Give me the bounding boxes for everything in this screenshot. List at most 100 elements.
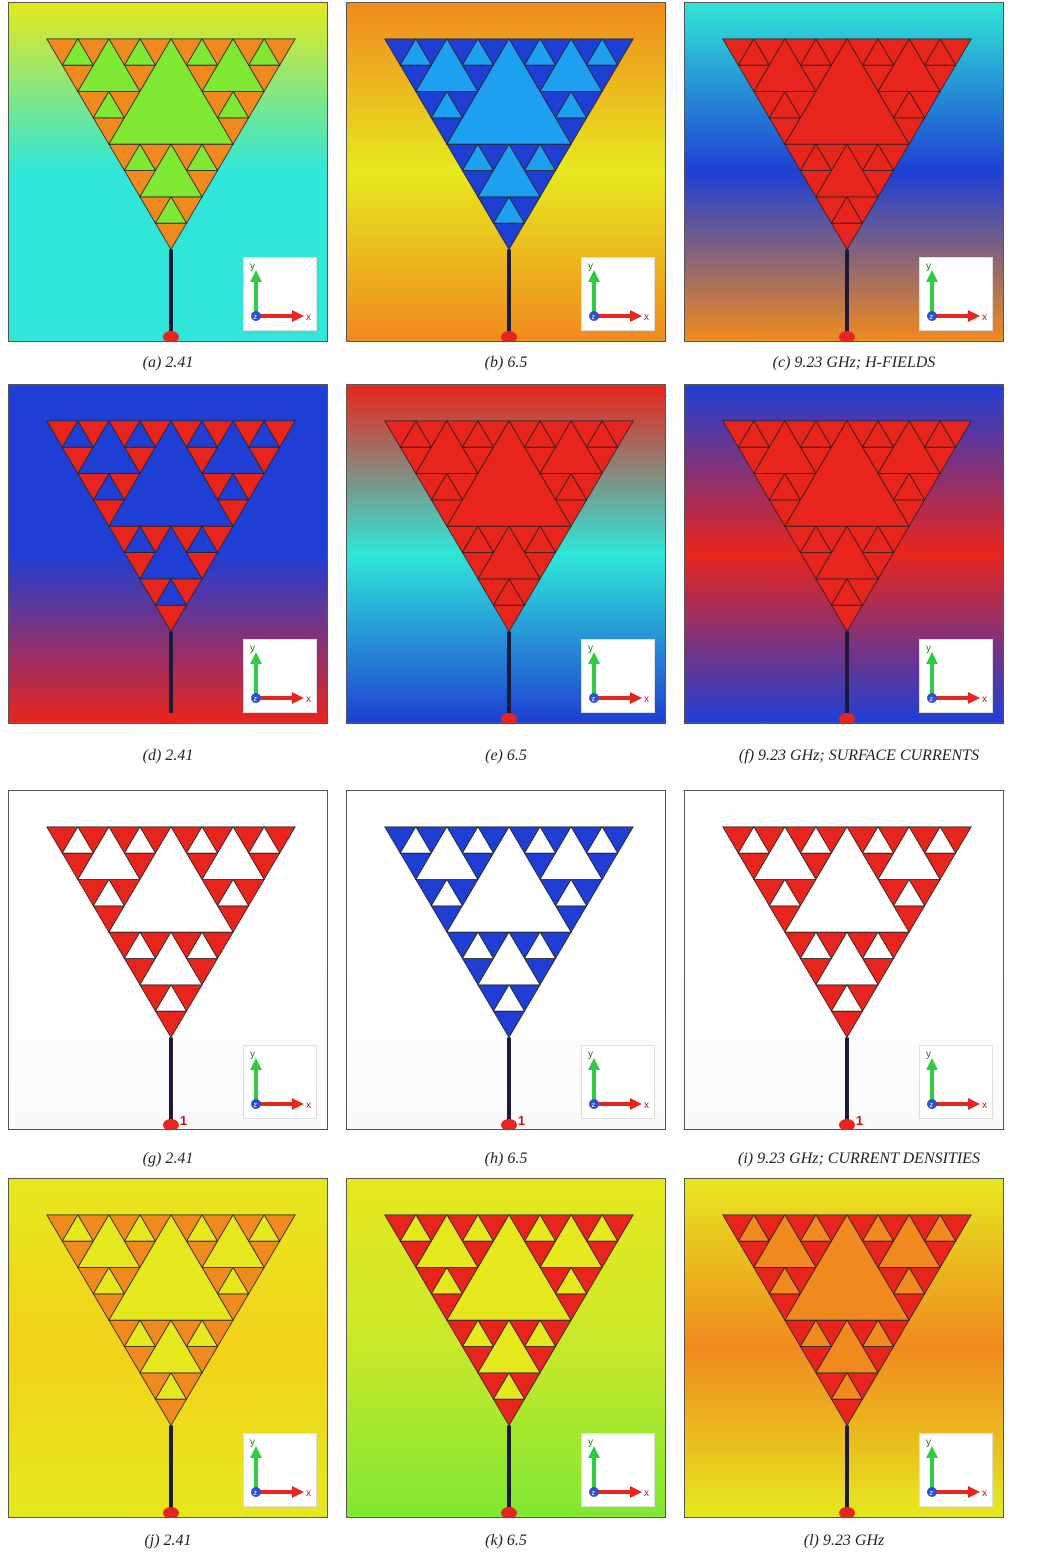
feed-line (844, 1037, 849, 1123)
caption-l: (l) 9.23 GHz (803, 1532, 885, 1549)
fractal-hole (892, 878, 926, 907)
fractal-hole (123, 826, 157, 854)
coordinate-axis-widget: y x z (919, 1433, 993, 1507)
fractal-hole (154, 1372, 188, 1400)
panel-h: 1 y x z (346, 790, 666, 1130)
fractal-hole (154, 578, 188, 606)
fractal-hole (201, 38, 265, 92)
port-label: 1 (856, 1113, 863, 1128)
axis-label-x: x (644, 312, 649, 323)
caption-h: (h) 6.5 (484, 1150, 528, 1167)
caption-k: (k) 6.5 (485, 1532, 527, 1549)
axis-label-y: y (588, 1437, 593, 1448)
feed-line (168, 1037, 173, 1123)
fractal-hole (201, 826, 265, 880)
axis-label-z: z (930, 314, 934, 321)
fractal-hole (108, 38, 234, 145)
fractal-hole (799, 525, 833, 553)
fractal-hole (461, 931, 495, 959)
fractal-hole (92, 1266, 126, 1295)
axis-label-x: x (306, 312, 311, 323)
fractal-hole (554, 90, 588, 119)
fractal-hole (461, 1214, 495, 1242)
fractal-hole (877, 826, 941, 880)
caption-c: (c) 9.23 GHz; H-FIELDS (772, 354, 936, 371)
sierpinski-antenna (722, 38, 972, 251)
fractal-hole (446, 420, 572, 527)
axis-label-y: y (926, 643, 931, 654)
axis-label-z: z (930, 696, 934, 703)
fractal-hole (877, 1214, 941, 1268)
panel-c: y x z (684, 2, 1004, 342)
fractal-hole (399, 1214, 433, 1242)
fractal-hole (799, 826, 833, 854)
fractal-hole (784, 1214, 910, 1321)
sierpinski-antenna (384, 1214, 634, 1427)
fractal-hole (399, 826, 433, 854)
sierpinski-antenna (384, 420, 634, 633)
field-plot (347, 1179, 665, 1517)
fractal-hole (539, 826, 603, 880)
feed-line (844, 1425, 849, 1511)
axis-label-y: y (926, 261, 931, 272)
fractal-hole (123, 38, 157, 66)
fractal-hole (737, 826, 771, 854)
axis-label-z: z (254, 1102, 258, 1109)
fractal-hole (768, 878, 802, 907)
fractal-hole (768, 90, 802, 119)
fractal-hole (861, 525, 895, 553)
fractal-hole (201, 1214, 265, 1268)
fractal-hole (861, 826, 895, 854)
fractal-hole (185, 38, 219, 66)
fractal-hole (768, 472, 802, 501)
axis-label-z: z (592, 696, 596, 703)
fractal-hole (108, 1214, 234, 1321)
fractal-hole (461, 420, 495, 448)
caption-b: (b) 6.5 (484, 354, 528, 371)
panel-e: y x z (346, 384, 666, 724)
fractal-hole (539, 38, 603, 92)
axis-label-z: z (930, 1102, 934, 1109)
feed-line (168, 1425, 173, 1511)
axis-label-z: z (254, 1490, 258, 1497)
axis-triad-icon: y x z (250, 643, 311, 705)
axis-triad-icon: y x z (926, 1437, 987, 1499)
fractal-hole (247, 826, 281, 854)
axis-label-z: z (592, 1102, 596, 1109)
axis-triad-icon: y x z (250, 1437, 311, 1499)
axis-label-x: x (306, 694, 311, 705)
axis-label-x: x (644, 694, 649, 705)
port-marker (839, 331, 855, 341)
fractal-hole (77, 826, 141, 880)
axis-label-y: y (926, 1049, 931, 1060)
fractal-hole (139, 525, 203, 580)
axis-triad-icon: y x z (250, 261, 311, 323)
coordinate-axis-widget: y x z (581, 639, 655, 713)
axis-label-x: x (982, 694, 987, 705)
fractal-hole (585, 38, 619, 66)
fractal-hole (585, 826, 619, 854)
fractal-hole (61, 420, 95, 448)
axis-label-z: z (254, 314, 258, 321)
fractal-hole (461, 525, 495, 553)
fractal-hole (737, 38, 771, 66)
fractal-hole (784, 38, 910, 145)
fractal-hole (108, 826, 234, 933)
fractal-hole (154, 196, 188, 224)
fractal-hole (861, 931, 895, 959)
port-marker (501, 713, 517, 723)
panel-i: 1 y x z (684, 790, 1004, 1130)
coordinate-axis-widget: y x z (581, 1045, 655, 1119)
feed-line (506, 1425, 511, 1511)
fractal-hole (123, 1214, 157, 1242)
fractal-hole (539, 420, 603, 474)
caption-i: (i) 9.23 GHz; CURRENT DENSITIES (738, 1150, 980, 1167)
fractal-hole (523, 931, 557, 959)
fractal-hole (799, 931, 833, 959)
fractal-hole (539, 1214, 603, 1268)
panel-j: y x z (8, 1178, 328, 1518)
caption-e: (e) 6.5 (485, 747, 527, 764)
coordinate-axis-widget: y x z (581, 257, 655, 331)
fractal-hole (185, 525, 219, 553)
fractal-hole (123, 1319, 157, 1347)
